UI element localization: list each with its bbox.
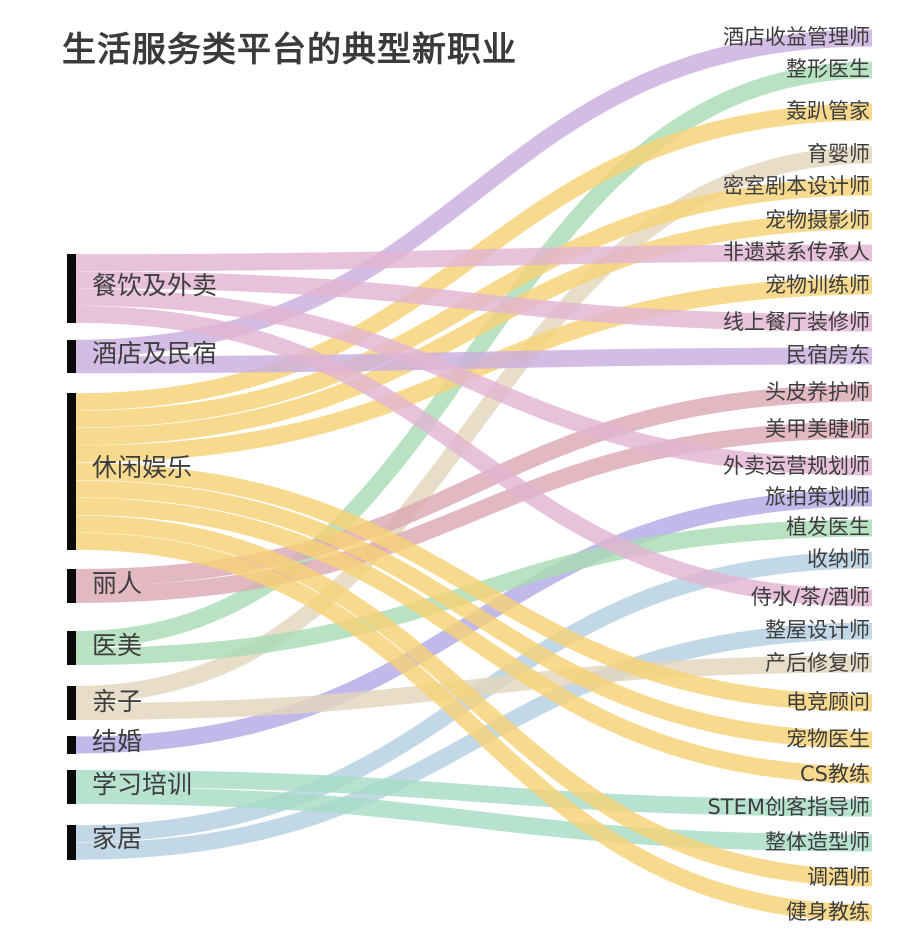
target-label-线上餐厅装修师: 线上餐厅装修师: [723, 310, 870, 334]
source-bar-餐饮及外卖: [67, 254, 76, 323]
source-label-结婚: 结婚: [92, 727, 142, 756]
target-label-电竞顾问: 电竞顾问: [786, 690, 870, 714]
target-label-整屋设计师: 整屋设计师: [765, 618, 870, 642]
target-label-非遗菜系传承人: 非遗菜系传承人: [723, 240, 870, 264]
link-休闲娱乐-健身教练: [75, 532, 873, 922]
target-label-育婴师: 育婴师: [807, 142, 870, 166]
source-label-亲子: 亲子: [92, 687, 142, 716]
target-label-侍水-茶-酒师: 侍水/茶/酒师: [751, 585, 870, 609]
link-亲子-产后修复师: [75, 655, 873, 720]
target-label-轰趴管家: 轰趴管家: [786, 99, 870, 123]
target-label-密室剧本设计师: 密室剧本设计师: [723, 174, 870, 198]
source-label-学习培训: 学习培训: [92, 770, 192, 799]
link-餐饮及外卖-外卖运营规划师: [75, 288, 873, 476]
link-餐饮及外卖-线上餐厅装修师: [75, 271, 873, 332]
source-bar-休闲娱乐: [67, 393, 76, 550]
target-label-宠物训练师: 宠物训练师: [765, 273, 870, 297]
target-label-整体造型师: 整体造型师: [765, 830, 870, 854]
target-label-收纳师: 收纳师: [807, 547, 870, 571]
links-group: [75, 29, 873, 922]
link-酒店及民宿-民宿房东: [75, 347, 873, 374]
source-bar-结婚: [67, 736, 76, 754]
target-label-外卖运营规划师: 外卖运营规划师: [723, 454, 870, 478]
source-bar-学习培训: [67, 770, 76, 804]
target-label-宠物医生: 宠物医生: [786, 727, 870, 751]
source-label-休闲娱乐: 休闲娱乐: [92, 453, 192, 482]
target-label-整形医生: 整形医生: [786, 57, 870, 81]
link-学习培训-整体造型师: [75, 787, 873, 852]
source-label-餐饮及外卖: 餐饮及外卖: [92, 271, 217, 300]
target-label-头皮养护师: 头皮养护师: [765, 380, 870, 404]
target-label-民宿房东: 民宿房东: [786, 343, 870, 367]
target-label-美甲美睫师: 美甲美睫师: [765, 417, 870, 441]
link-亲子-育婴师: [75, 146, 873, 703]
source-label-酒店及民宿: 酒店及民宿: [92, 339, 217, 368]
source-label-家居: 家居: [92, 824, 142, 853]
nodes-group: [67, 254, 76, 860]
source-bar-亲子: [67, 686, 76, 720]
source-bar-酒店及民宿: [67, 340, 76, 373]
source-label-丽人: 丽人: [92, 569, 142, 598]
target-label-健身教练: 健身教练: [786, 900, 870, 924]
link-餐饮及外卖-侍水-茶-酒师: [75, 305, 873, 607]
link-家居-整屋设计师: [75, 622, 873, 860]
target-label-调酒师: 调酒师: [807, 865, 870, 889]
target-label-旅拍策划师: 旅拍策划师: [765, 485, 870, 509]
link-休闲娱乐-调酒师: [75, 515, 873, 887]
source-bar-家居: [67, 825, 76, 860]
target-label-STEM创客指导师: STEM创客指导师: [707, 795, 870, 819]
link-餐饮及外卖-非遗菜系传承人: [75, 244, 873, 272]
link-休闲娱乐-宠物训练师: [75, 277, 873, 463]
link-休闲娱乐-电竞顾问: [75, 463, 873, 712]
target-label-宠物摄影师: 宠物摄影师: [765, 208, 870, 232]
source-label-医美: 医美: [92, 631, 142, 660]
link-休闲娱乐-宠物摄影师: [75, 212, 873, 446]
source-bar-医美: [67, 631, 76, 665]
page-title: 生活服务类平台的典型新职业: [62, 30, 517, 70]
source-bar-丽人: [67, 569, 76, 603]
link-休闲娱乐-CS教练: [75, 497, 873, 784]
target-label-植发医生: 植发医生: [786, 515, 870, 539]
link-丽人-美甲美睫师: [75, 421, 873, 603]
target-label-酒店收益管理师: 酒店收益管理师: [723, 25, 870, 49]
link-学习培训-STEM创客指导师: [75, 770, 873, 817]
link-休闲娱乐-宠物医生: [75, 480, 873, 749]
target-label-CS教练: CS教练: [800, 762, 870, 786]
target-label-产后修复师: 产后修复师: [765, 651, 870, 675]
